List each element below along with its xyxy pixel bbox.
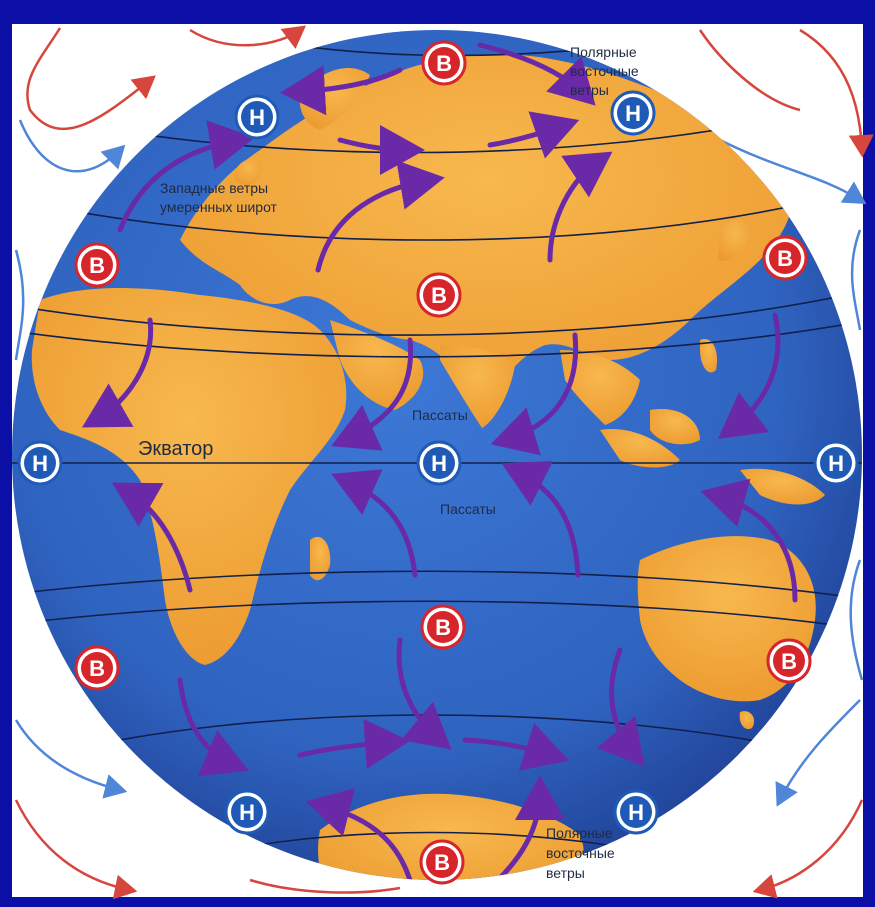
india-landmass: [440, 345, 515, 428]
arrow-west-s-3: [596, 647, 645, 767]
high-badge: В: [74, 645, 120, 691]
low-badge: Н: [610, 90, 656, 136]
low-symbol: Н: [249, 105, 265, 130]
cell-se-blue: [775, 699, 861, 807]
arrow-west-3: [117, 120, 255, 233]
high-badge: В: [762, 235, 808, 281]
eurasia-landmass: [180, 54, 793, 413]
westerlies-label-line-1: Западные ветры: [160, 180, 268, 196]
cell-ne-red: [698, 29, 801, 112]
low-symbol: Н: [239, 800, 255, 825]
high-symbol: В: [777, 246, 793, 271]
africa-landmass: [31, 288, 347, 665]
philippines-landmass: [700, 339, 718, 373]
arrow-trade-s-1: [111, 482, 193, 593]
trade-winds-south-label: Пассаты: [440, 501, 496, 517]
arrow-trade-2: [331, 337, 414, 451]
arrow-west-5: [547, 151, 613, 263]
high-symbol: В: [434, 850, 450, 875]
low-symbol: Н: [431, 451, 447, 476]
arrow-west-1: [337, 124, 425, 175]
low-badge: Н: [813, 440, 859, 486]
low-symbol: Н: [32, 451, 48, 476]
polar-easterlies-north-line-1: Полярные: [570, 44, 637, 60]
arrow-polar-n-2: [477, 42, 596, 106]
cell-ne-red-2: [799, 28, 874, 158]
polar-easterlies-south-line-2: восточные: [546, 845, 615, 861]
high-symbol: В: [435, 615, 451, 640]
arrow-west-s-4: [297, 719, 410, 769]
japan-landmass: [718, 218, 752, 261]
new-guinea-landmass: [740, 468, 825, 505]
madagascar-landmass: [310, 536, 331, 581]
cell-sw-blue: [14, 719, 128, 799]
high-badge: В: [766, 638, 812, 684]
circulation-cells: [14, 25, 874, 900]
cell-n-red: [189, 25, 307, 49]
arrow-west-s-1: [177, 677, 249, 777]
low-badge: Н: [613, 789, 659, 835]
cell-e-blue: [850, 229, 862, 331]
arrow-trade-s-4: [700, 478, 798, 603]
arrow-west-2: [487, 111, 580, 159]
cell-s-red: [249, 878, 401, 894]
high-badge: В: [420, 604, 466, 650]
map-labels: Полярные восточные ветры Западные ветры …: [138, 44, 639, 881]
arrow-west-s-5: [462, 723, 570, 771]
cell-se-red: [752, 799, 864, 899]
high-symbol: В: [89, 656, 105, 681]
low-symbol: Н: [828, 451, 844, 476]
indonesia-landmass: [600, 429, 680, 468]
trade-winds-north-label: Пассаты: [412, 407, 468, 423]
arrow-trade-4: [718, 312, 781, 440]
cell-nw-red: [26, 27, 156, 131]
cell-w-blue: [14, 249, 25, 361]
high-badge: В: [74, 242, 120, 288]
low-symbol: Н: [625, 101, 641, 126]
arrow-trade-1: [81, 317, 154, 428]
tasmania-landmass: [739, 711, 755, 730]
arrow-trade-s-3: [501, 461, 581, 578]
cell-sw-red: [14, 799, 138, 900]
wind-arrows: [81, 42, 798, 880]
low-badge: Н: [234, 94, 280, 140]
arrow-trade-3: [490, 332, 579, 456]
cell-nw-blue: [18, 119, 126, 173]
arrow-polar-n-1: [280, 65, 403, 116]
high-badge: В: [421, 40, 467, 86]
high-symbol: В: [436, 51, 452, 76]
high-symbol: В: [781, 649, 797, 674]
low-badge: Н: [17, 440, 63, 486]
cell-ne-blue: [719, 138, 867, 204]
high-badge: В: [419, 839, 465, 885]
cell-e-blue-s: [849, 559, 864, 681]
westerlies-label-line-2: умеренных широт: [160, 199, 278, 215]
pressure-badges: В В В В В В В В Н Н Н Н Н Н Н: [17, 40, 859, 885]
se-asia-landmass: [560, 350, 640, 425]
equator-label: Экватор: [138, 438, 213, 460]
high-badge: В: [416, 272, 462, 318]
low-badge: Н: [224, 789, 270, 835]
borneo-landmass: [650, 409, 700, 445]
polar-easterlies-north-line-2: восточные: [570, 63, 639, 79]
arrow-polar-s-1: [305, 788, 413, 880]
arabia-landmass: [330, 320, 424, 410]
arrow-trade-s-2: [331, 469, 418, 578]
low-badge: Н: [416, 440, 462, 486]
polar-easterlies-south-line-3: ветры: [546, 865, 585, 881]
polar-easterlies-north-line-3: ветры: [570, 82, 609, 98]
polar-easterlies-south-line-1: Полярные: [546, 825, 613, 841]
low-symbol: Н: [628, 800, 644, 825]
high-symbol: В: [431, 283, 447, 308]
high-symbol: В: [89, 253, 105, 278]
arrow-west-4: [315, 160, 445, 273]
arrow-west-s-2: [396, 637, 452, 750]
